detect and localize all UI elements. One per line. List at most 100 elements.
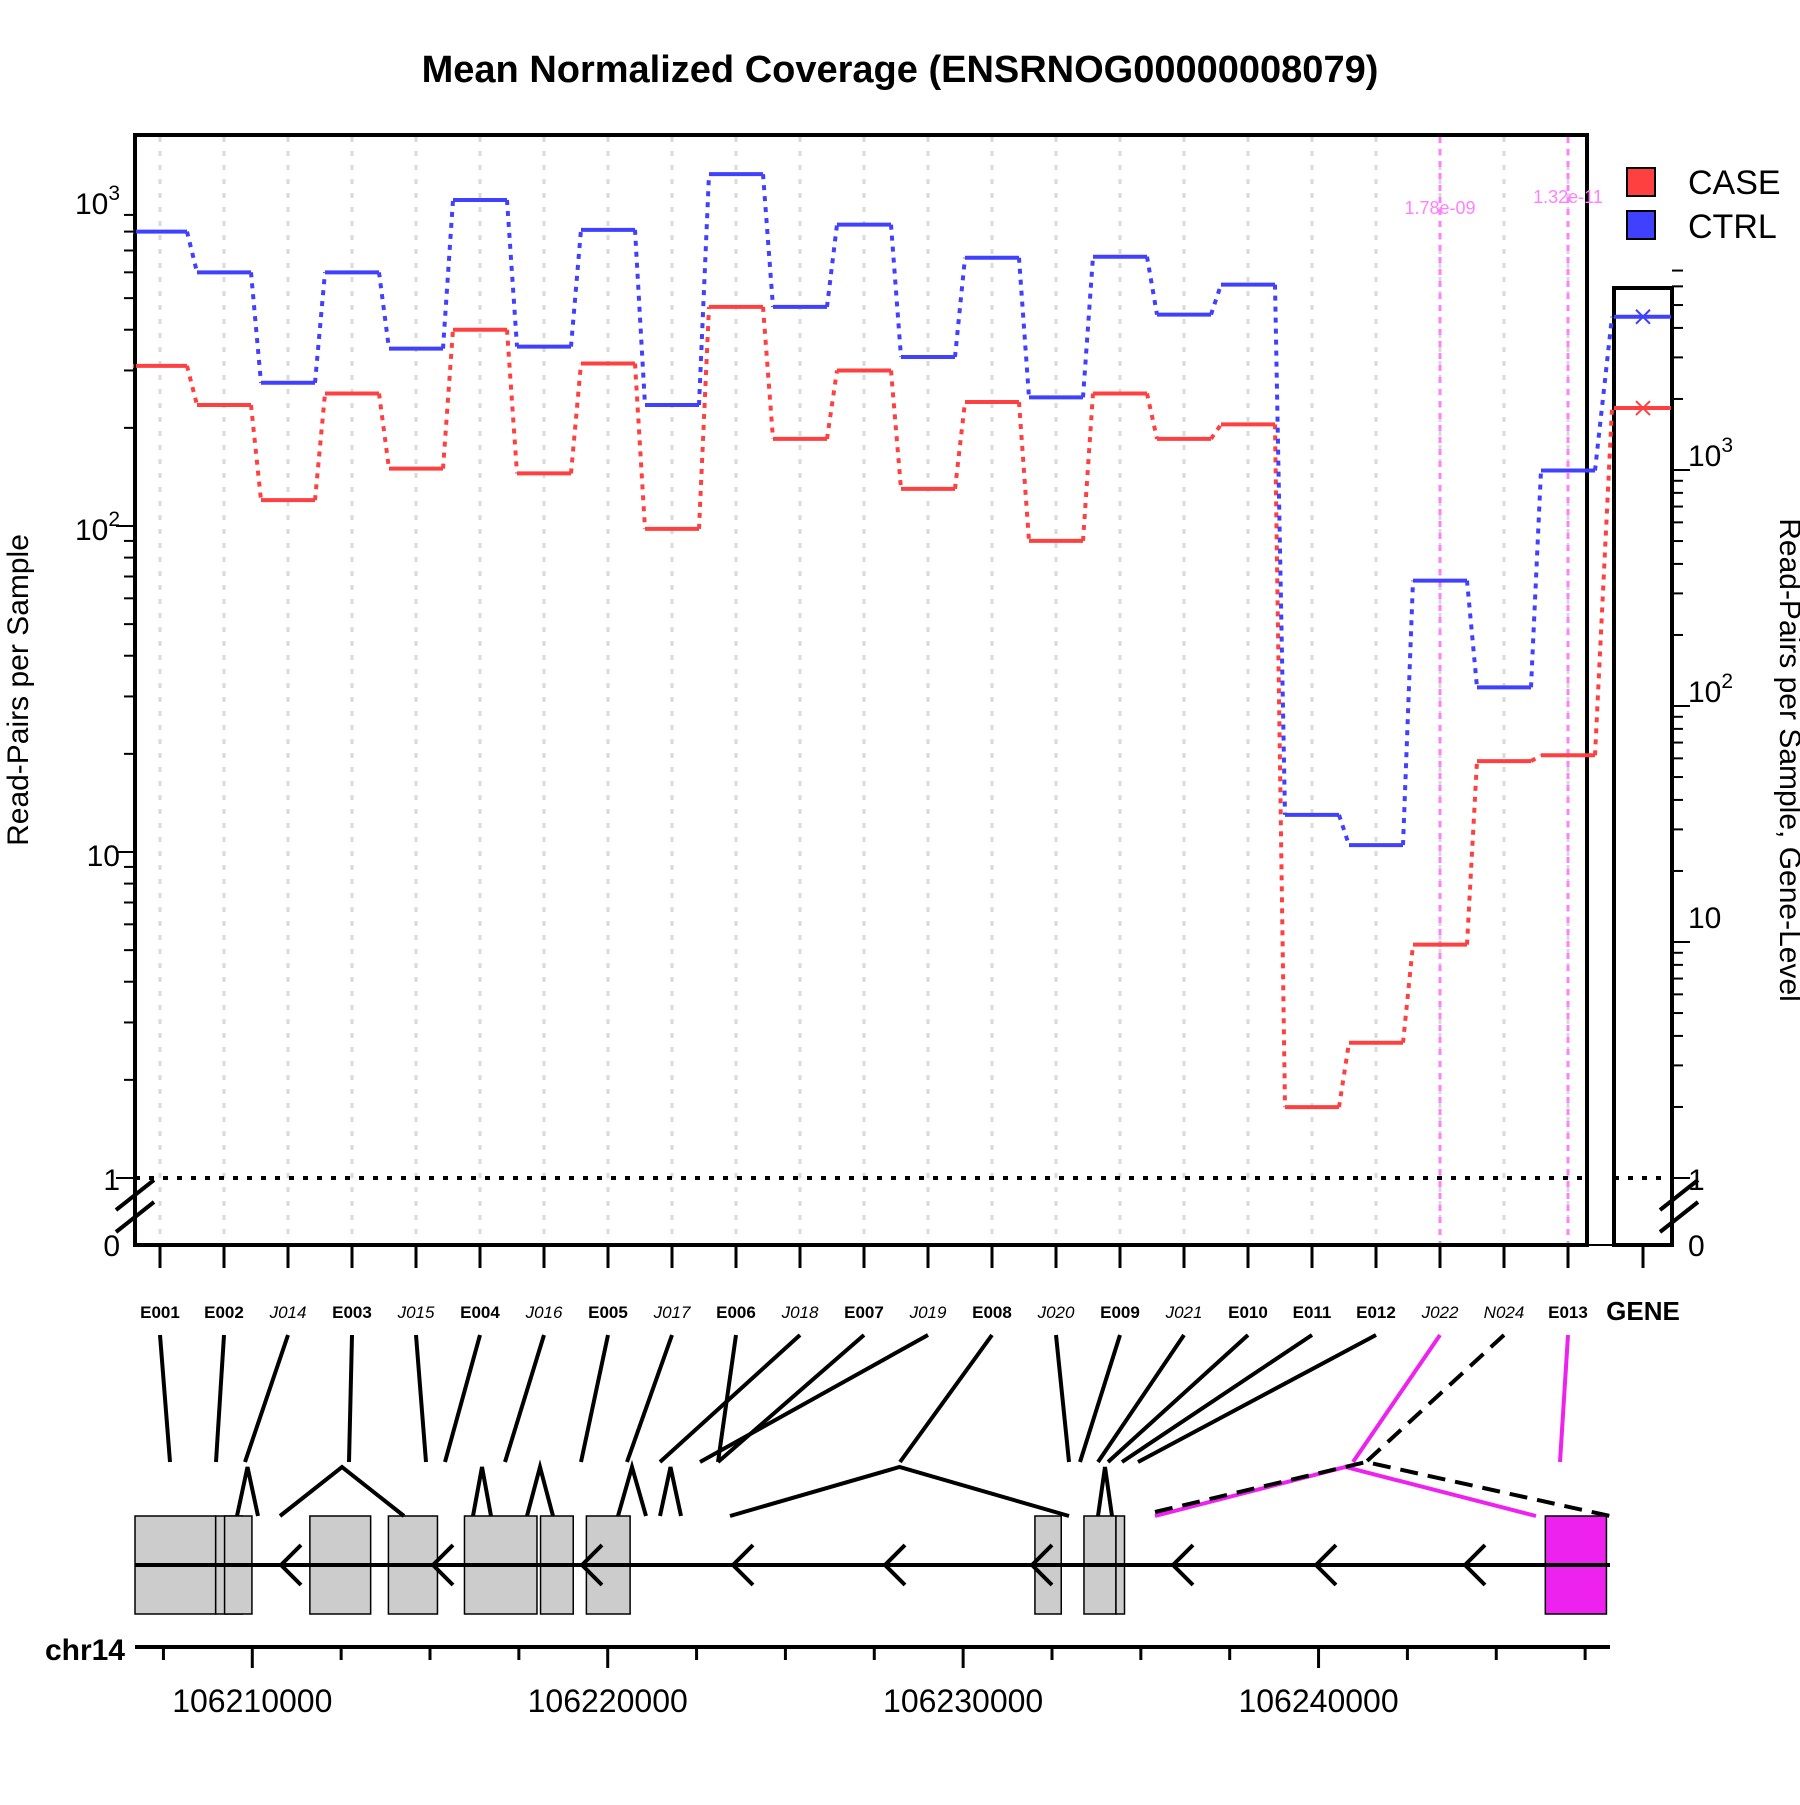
- connector-j017: [625, 1334, 674, 1463]
- coord-label: 106220000: [528, 1683, 688, 1719]
- feature-axis: E001 E002 J014 E003 J015 E004 J016 E005 J017 E006…: [140, 1244, 1680, 1326]
- junction-arc: [616, 1459, 648, 1517]
- feature-label-e011: E011: [1293, 1303, 1332, 1322]
- series-connector: [1145, 393, 1159, 440]
- series-connector: [1401, 944, 1415, 1043]
- junction-arc: [278, 1464, 406, 1518]
- strand-arrow: [882, 1543, 907, 1587]
- series-connector: [1209, 284, 1223, 316]
- axis-break-mark: [114, 1178, 156, 1212]
- series-connector: [1593, 407, 1614, 756]
- connector-e009: [1078, 1334, 1122, 1463]
- junction-arc: [729, 1464, 1070, 1518]
- axis-break-mark: [114, 1200, 156, 1234]
- feature-label-j014: J014: [269, 1303, 307, 1322]
- right-tick-label: 10: [1688, 902, 1721, 935]
- junction-arc: [658, 1466, 683, 1517]
- feature-label-e003: E003: [332, 1303, 372, 1322]
- series-connector: [1209, 423, 1223, 441]
- legend: CASE CTRL: [1626, 164, 1781, 246]
- junction-arc: [235, 1466, 260, 1517]
- series-connector: [313, 272, 327, 383]
- series-connector: [505, 199, 519, 347]
- series-connector: [953, 401, 967, 490]
- series-lines: [133, 172, 1595, 1110]
- feature-label-j017: J017: [653, 1303, 691, 1322]
- strand-arrow: [1313, 1543, 1338, 1587]
- right-tick-label: 1: [1688, 1164, 1705, 1197]
- feature-label-e013: E013: [1548, 1303, 1588, 1322]
- strand-arrow: [1462, 1543, 1487, 1587]
- series-connector: [1273, 284, 1287, 815]
- connector-e005: [579, 1334, 610, 1463]
- right-tick-label: 102: [1688, 670, 1733, 709]
- right-tick-label: 0: [1688, 1230, 1705, 1263]
- right-axis: 103 102 10 1 0 Read-Pairs per Sample, Ge…: [1658, 269, 1800, 1263]
- connector-e011: [1120, 1333, 1314, 1464]
- axis-break-mark: [1658, 1200, 1700, 1234]
- legend-label-case: CASE: [1688, 164, 1781, 202]
- pvalue-label: 1.78e-09: [1404, 198, 1475, 218]
- strand-arrow: [430, 1543, 455, 1587]
- feature-label-n024: N024: [1484, 1303, 1525, 1322]
- feature-label-e004: E004: [460, 1303, 500, 1322]
- strand-arrow: [1029, 1543, 1054, 1587]
- connector-e001: [158, 1334, 172, 1463]
- connector-j014: [243, 1334, 290, 1463]
- series-connector: [1337, 1042, 1351, 1108]
- series-connector: [1081, 256, 1095, 398]
- series-connector: [377, 393, 391, 469]
- series-connector: [441, 199, 455, 349]
- axis-break-mark: [1658, 1178, 1700, 1212]
- legend-swatch-case: [1626, 167, 1656, 197]
- series-connector: [441, 329, 455, 469]
- series-ctrl: [133, 172, 1595, 848]
- strand-arrow: [730, 1543, 755, 1587]
- feature-label-e008: E008: [972, 1303, 1012, 1322]
- series-connector: [889, 224, 903, 358]
- connector-e010: [1106, 1333, 1250, 1464]
- series-connector: [889, 370, 903, 490]
- connector-j022: [1351, 1333, 1442, 1464]
- coord-label: 106240000: [1238, 1683, 1398, 1719]
- series-case: [133, 304, 1595, 1110]
- pvalue-label: 1.32e-11: [1533, 187, 1603, 207]
- series-connector: [505, 329, 519, 474]
- left-axis: 103 102 10 1 0 Read-Pairs per Sample: [2, 182, 156, 1263]
- series-connector: [1465, 761, 1479, 945]
- feature-label-e007: E007: [844, 1303, 884, 1322]
- connector-e002: [214, 1334, 226, 1463]
- right-axis-label: Read-Pairs per Sample, Gene-Level: [1773, 518, 1800, 1002]
- connector-e013: [1558, 1334, 1570, 1463]
- gene-model: [134, 1459, 1611, 1615]
- feature-label-j020: J020: [1037, 1303, 1075, 1322]
- series-connector: [1081, 393, 1095, 542]
- feature-label-gene: GENE: [1606, 1296, 1680, 1326]
- junction-arc: [1096, 1466, 1114, 1517]
- feature-label-e006: E006: [716, 1303, 756, 1322]
- feature-label-j016: J016: [525, 1303, 563, 1322]
- chromosome-label: chr14: [45, 1634, 125, 1667]
- genomic-axis: chr14 106210000 106220000 106230000 1062400…: [45, 1634, 1610, 1719]
- left-tick-label: 103: [75, 182, 120, 221]
- connector-e012: [1137, 1333, 1377, 1464]
- feature-label-e005: E005: [588, 1303, 628, 1322]
- series-connector: [249, 272, 263, 383]
- strand-arrow: [278, 1543, 303, 1587]
- feature-label-j021: J021: [1165, 1303, 1203, 1322]
- connector-e003: [347, 1334, 354, 1463]
- connector-e004: [443, 1334, 482, 1463]
- connector-e006: [716, 1334, 738, 1463]
- gene-level-panel: [1612, 286, 1674, 1247]
- series-connector: [1017, 401, 1031, 542]
- connector-j019: [699, 1333, 929, 1464]
- series-connector: [1529, 753, 1543, 763]
- left-tick-label: 102: [75, 508, 120, 547]
- series-connector: [377, 272, 391, 349]
- series-connector: [249, 404, 263, 501]
- coord-label: 106210000: [172, 1683, 332, 1719]
- coord-label: 106230000: [883, 1683, 1043, 1719]
- left-tick-label: 1: [103, 1164, 120, 1197]
